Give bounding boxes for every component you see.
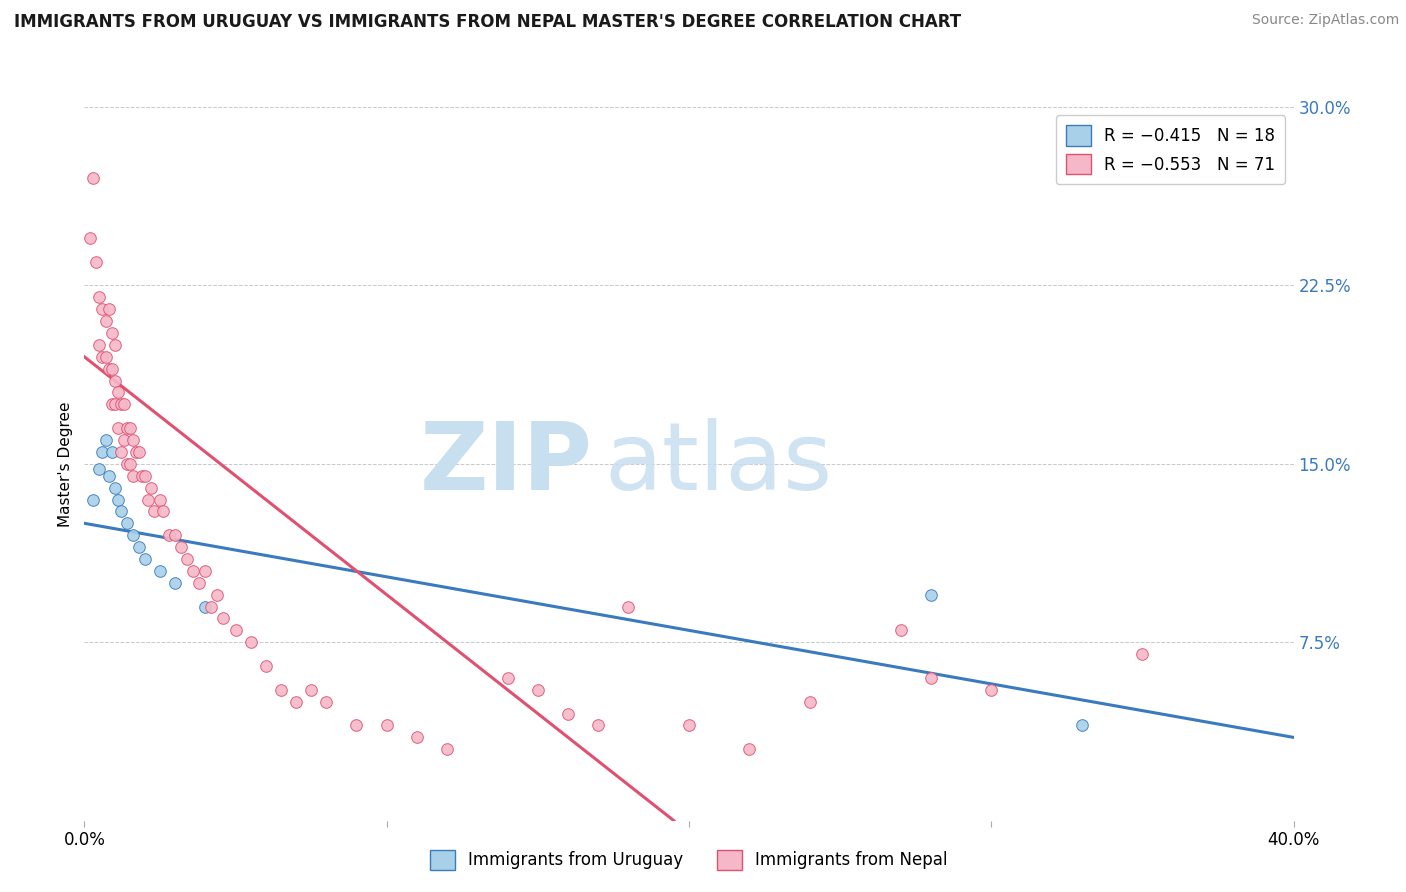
Point	[139, 481, 162, 495]
Text: Source: ZipAtlas.com: Source: ZipAtlas.com	[1251, 13, 1399, 28]
Point	[194, 599, 217, 614]
Point	[678, 718, 700, 732]
Point	[91, 445, 114, 459]
Point	[270, 682, 292, 697]
Point	[496, 671, 519, 685]
Point	[170, 540, 193, 554]
Point	[94, 314, 117, 328]
Point	[115, 516, 138, 531]
Point	[86, 254, 108, 268]
Point	[107, 385, 129, 400]
Point	[104, 374, 127, 388]
Point	[121, 468, 143, 483]
Point	[125, 445, 148, 459]
Point	[89, 461, 111, 475]
Point	[299, 682, 322, 697]
Point	[406, 731, 429, 745]
Point	[112, 397, 135, 411]
Point	[617, 599, 640, 614]
Point	[165, 575, 187, 590]
Point	[980, 682, 1002, 697]
Point	[436, 742, 458, 756]
Point	[920, 671, 942, 685]
Point	[136, 492, 159, 507]
Point	[128, 445, 150, 459]
Point	[97, 302, 120, 317]
Point	[207, 588, 229, 602]
Point	[1130, 647, 1153, 661]
Point	[112, 433, 135, 447]
Point	[97, 468, 120, 483]
Point	[165, 528, 187, 542]
Text: atlas: atlas	[605, 417, 832, 510]
Y-axis label: Master's Degree: Master's Degree	[58, 401, 73, 526]
Point	[799, 695, 821, 709]
Point	[212, 611, 235, 625]
Point	[82, 492, 104, 507]
Point	[94, 433, 117, 447]
Point	[79, 231, 101, 245]
Point	[557, 706, 579, 721]
Point	[285, 695, 308, 709]
Point	[152, 504, 174, 518]
Point	[134, 552, 156, 566]
Point	[82, 171, 104, 186]
Point	[588, 718, 610, 732]
Point	[239, 635, 262, 649]
Point	[149, 492, 172, 507]
Point	[97, 361, 120, 376]
Point	[346, 718, 368, 732]
Text: ZIP: ZIP	[419, 417, 592, 510]
Point	[100, 326, 122, 340]
Point	[110, 504, 132, 518]
Point	[118, 421, 141, 435]
Point	[194, 564, 217, 578]
Point	[110, 445, 132, 459]
Point	[188, 575, 211, 590]
Point	[115, 421, 138, 435]
Point	[738, 742, 761, 756]
Text: IMMIGRANTS FROM URUGUAY VS IMMIGRANTS FROM NEPAL MASTER'S DEGREE CORRELATION CHA: IMMIGRANTS FROM URUGUAY VS IMMIGRANTS FR…	[14, 13, 962, 31]
Point	[254, 659, 277, 673]
Point	[920, 588, 942, 602]
Point	[91, 350, 114, 364]
Point	[225, 624, 247, 638]
Point	[527, 682, 550, 697]
Point	[100, 445, 122, 459]
Point	[134, 468, 156, 483]
Point	[149, 564, 172, 578]
Point	[104, 397, 127, 411]
Point	[104, 338, 127, 352]
Point	[107, 421, 129, 435]
Point	[115, 457, 138, 471]
Point	[157, 528, 180, 542]
Point	[107, 492, 129, 507]
Point	[128, 540, 150, 554]
Point	[89, 290, 111, 304]
Point	[121, 433, 143, 447]
Point	[142, 504, 165, 518]
Point	[89, 338, 111, 352]
Point	[315, 695, 337, 709]
Point	[200, 599, 222, 614]
Point	[104, 481, 127, 495]
Point	[91, 302, 114, 317]
Point	[181, 564, 204, 578]
Point	[94, 350, 117, 364]
Point	[1071, 718, 1094, 732]
Legend: Immigrants from Uruguay, Immigrants from Nepal: Immigrants from Uruguay, Immigrants from…	[423, 843, 955, 877]
Point	[100, 397, 122, 411]
Point	[176, 552, 198, 566]
Point	[375, 718, 398, 732]
Point	[118, 457, 141, 471]
Point	[890, 624, 912, 638]
Point	[100, 361, 122, 376]
Point	[110, 397, 132, 411]
Point	[121, 528, 143, 542]
Point	[131, 468, 153, 483]
